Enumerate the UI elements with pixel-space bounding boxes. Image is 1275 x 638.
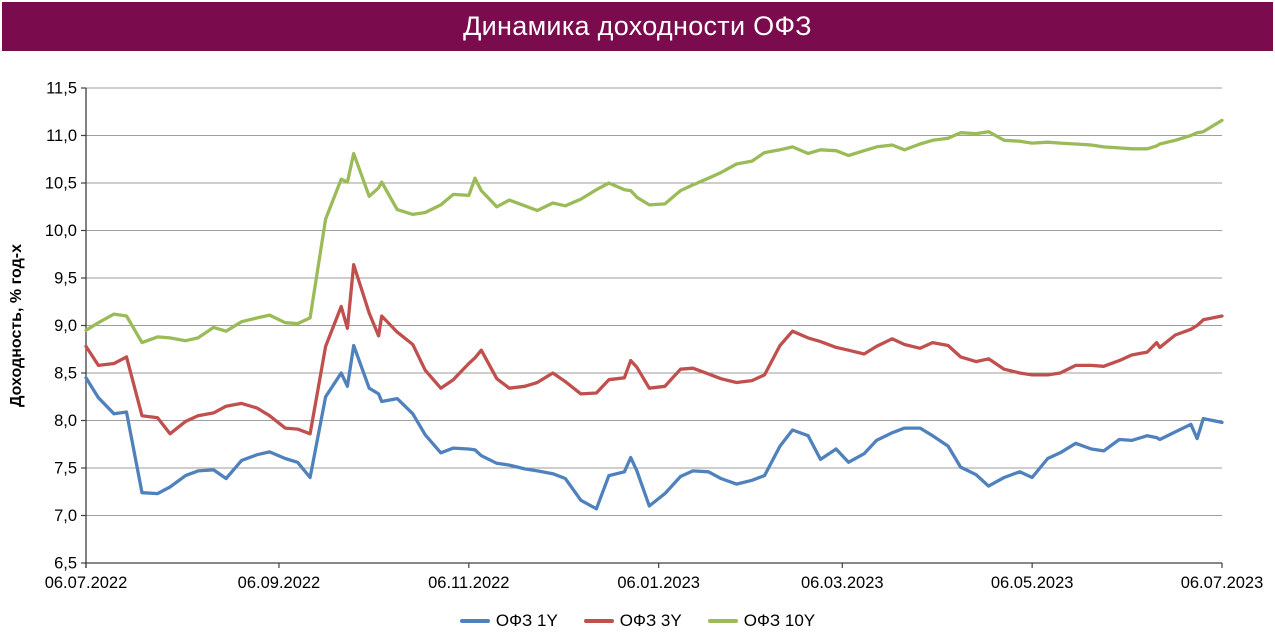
- x-tick-label: 06.01.2023: [617, 574, 700, 592]
- legend-item-ofz-3y: ОФЗ 3Y: [583, 611, 682, 631]
- legend: ОФЗ 1Y ОФЗ 3Y ОФЗ 10Y: [0, 607, 1275, 635]
- legend-swatch: [459, 619, 490, 623]
- y-tick-label: 8,5: [54, 365, 77, 383]
- legend-item-ofz-10y: ОФЗ 10Y: [707, 611, 816, 631]
- y-tick-label: 9,5: [54, 270, 77, 288]
- legend-label: ОФЗ 10Y: [743, 611, 816, 630]
- y-tick-label: 8,0: [54, 412, 77, 430]
- y-tick-label: 9,0: [54, 317, 77, 335]
- legend-label: ОФЗ 1Y: [495, 611, 558, 630]
- series-line-офз-1y: [84, 343, 1224, 511]
- y-tick-label: 7,0: [54, 507, 77, 525]
- legend-label: ОФЗ 3Y: [619, 611, 682, 630]
- x-tick-label: 06.09.2022: [238, 574, 321, 592]
- y-tick-label: 6,5: [54, 555, 77, 573]
- legend-item-ofz-1y: ОФЗ 1Y: [459, 611, 558, 631]
- x-tick-label: 06.05.2023: [991, 574, 1074, 592]
- x-tick-label: 06.11.2022: [428, 574, 509, 592]
- x-tick-label: 06.07.2022: [45, 574, 128, 592]
- y-axis-title: Доходность, % год-х: [8, 244, 25, 407]
- series-line-офз-3y: [84, 263, 1224, 436]
- y-tick-label: 11,5: [46, 80, 77, 98]
- y-tick-label: 7,5: [54, 460, 77, 478]
- y-tick-label: 10,0: [45, 222, 77, 240]
- legend-swatch: [583, 619, 614, 623]
- page-title: Динамика доходности ОФЗ: [463, 11, 812, 41]
- y-tick-label: 11,0: [46, 127, 77, 145]
- x-tick-label: 06.07.2023: [1181, 574, 1264, 592]
- y-tick-label: 10,5: [45, 175, 77, 193]
- chart-title-banner: Динамика доходности ОФЗ: [2, 2, 1273, 51]
- legend-swatch: [707, 619, 738, 623]
- x-tick-label: 06.03.2023: [801, 574, 884, 592]
- series-line-офз-10y: [84, 118, 1224, 345]
